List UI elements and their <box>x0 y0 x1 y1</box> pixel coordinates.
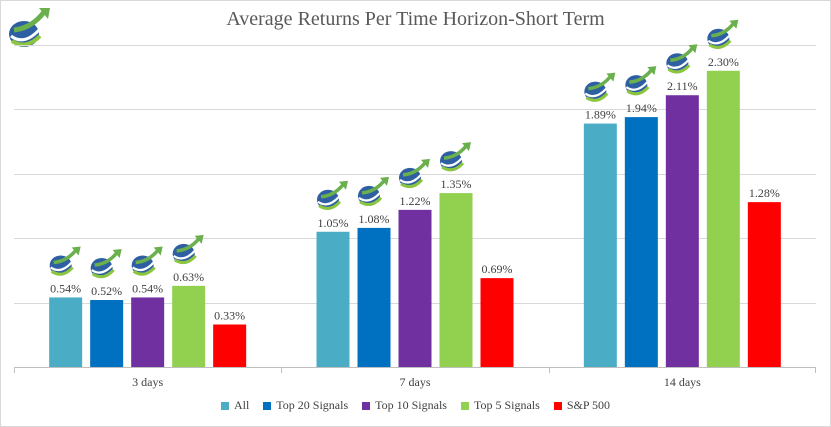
bar <box>172 285 206 367</box>
x-tick-label: 7 days <box>400 375 431 389</box>
data-label: 1.89% <box>585 108 616 122</box>
bar <box>747 202 781 367</box>
data-label: 1.22% <box>400 194 431 208</box>
bar-icon <box>625 66 657 96</box>
bar <box>213 324 247 367</box>
data-label: 1.94% <box>626 101 657 115</box>
data-label: 0.54% <box>50 281 81 295</box>
bar <box>398 209 432 367</box>
bar <box>624 117 658 368</box>
x-tick-label: 3 days <box>132 375 163 389</box>
bar <box>439 193 473 367</box>
legend-label: S&P 500 <box>566 398 611 412</box>
bar-icon <box>172 234 204 265</box>
x-tick-label: 14 days <box>664 375 701 389</box>
bar-icon <box>90 249 122 279</box>
data-label: 0.54% <box>132 281 163 295</box>
legend-item: S&P 500 <box>553 398 611 413</box>
legend-item: Top 20 Signals <box>263 398 348 413</box>
bar <box>131 297 165 367</box>
legend-label: Top 5 Signals <box>473 398 540 412</box>
legend-item: Top 10 Signals <box>362 398 447 413</box>
bar <box>357 227 391 367</box>
data-label: 0.33% <box>214 308 245 322</box>
bar <box>90 300 124 367</box>
bar-icon <box>666 44 698 74</box>
data-label: 1.28% <box>749 186 780 200</box>
legend-swatch <box>263 401 272 410</box>
data-label: 2.11% <box>667 79 698 93</box>
bar <box>316 231 350 367</box>
legend-swatch <box>460 401 469 410</box>
bar <box>583 123 617 368</box>
data-label: 0.69% <box>482 262 513 276</box>
bar-icon <box>49 246 81 276</box>
data-label: 1.08% <box>359 212 390 226</box>
bar-icon <box>317 180 348 210</box>
chart-legend: All Top 20 Signals Top 10 Signals Top 5 Sig… <box>0 398 831 413</box>
legend-item: All <box>220 398 250 413</box>
bar-icon <box>131 246 163 276</box>
bar <box>480 278 514 367</box>
legend-label: All <box>233 398 250 412</box>
legend-swatch <box>553 401 562 410</box>
bar-icon <box>584 72 616 102</box>
data-label: 0.63% <box>173 270 204 284</box>
legend-label: Top 20 Signals <box>276 398 349 412</box>
legend-swatch <box>362 401 371 410</box>
legend-item: Top 5 Signals <box>460 398 540 413</box>
bar-icon <box>440 142 471 172</box>
legend-swatch <box>220 401 229 410</box>
bar-icon <box>358 176 389 207</box>
bar <box>706 70 740 367</box>
legend-label: Top 10 Signals <box>375 398 447 412</box>
bar <box>49 297 83 367</box>
data-label: 1.05% <box>318 216 349 230</box>
logo-icon <box>9 8 50 47</box>
chart-title: Average Returns Per Time Horizon-Short T… <box>226 8 605 30</box>
data-label: 1.35% <box>441 177 472 191</box>
bar-icon <box>707 19 739 49</box>
bar <box>665 95 699 368</box>
data-label: 2.30% <box>708 55 739 69</box>
data-label: 0.52% <box>91 284 122 298</box>
bar-icon <box>399 158 430 189</box>
